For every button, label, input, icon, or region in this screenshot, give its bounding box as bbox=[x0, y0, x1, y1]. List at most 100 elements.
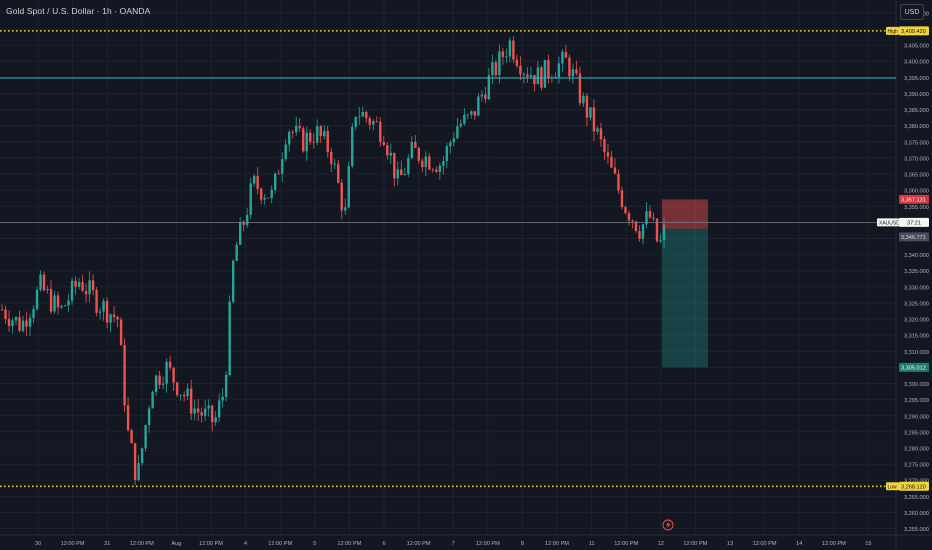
candle-body bbox=[361, 111, 364, 117]
candle-body bbox=[203, 408, 207, 416]
candle-body bbox=[512, 40, 515, 60]
candle-body bbox=[123, 345, 126, 406]
candle-body bbox=[613, 167, 617, 174]
candle-body bbox=[389, 152, 392, 156]
lightning-glyph bbox=[666, 521, 671, 529]
price-tick-label: 3,405.000 bbox=[904, 44, 929, 50]
candle-body bbox=[662, 224, 666, 241]
candle-body bbox=[596, 128, 599, 132]
price-tick-label: 3,295.000 bbox=[904, 398, 929, 404]
candle-body bbox=[295, 125, 298, 133]
candle-body bbox=[634, 221, 638, 232]
candle-body bbox=[249, 183, 252, 215]
price-tick-label: 3,400.000 bbox=[904, 60, 929, 66]
high-tag-bg bbox=[886, 26, 899, 35]
candle-body bbox=[347, 166, 350, 208]
time-tick-label: 31 bbox=[104, 541, 110, 547]
price-tick-label: 3,260.000 bbox=[904, 511, 929, 517]
candle-body bbox=[217, 400, 221, 418]
candle-body bbox=[119, 319, 123, 346]
time-tick-label: 8 bbox=[521, 541, 524, 547]
candle-body bbox=[456, 126, 459, 139]
candle-body bbox=[645, 211, 648, 225]
candle-body bbox=[379, 121, 382, 142]
candle-body bbox=[130, 430, 133, 444]
candle-body bbox=[95, 290, 98, 313]
candle-body bbox=[603, 139, 606, 153]
stop-zone bbox=[662, 199, 708, 229]
candle-body bbox=[333, 163, 336, 165]
candle-body bbox=[46, 288, 49, 291]
candle-body bbox=[655, 218, 659, 242]
candle-body bbox=[351, 126, 354, 167]
candle-body bbox=[627, 213, 631, 221]
price-tick-label: 3,380.000 bbox=[904, 124, 929, 130]
candle-body bbox=[641, 224, 645, 239]
candle-body bbox=[193, 408, 196, 414]
time-axis: 30 12:00 PM 31 12:00 PM Aug 12:00 PM 4 12:00 PM… bbox=[35, 541, 872, 547]
candle-body bbox=[175, 382, 179, 396]
candle-body bbox=[547, 60, 550, 78]
price-tick-label: 3,275.000 bbox=[904, 463, 929, 469]
candle-body bbox=[396, 169, 399, 179]
candle-body bbox=[435, 169, 438, 172]
candle-body bbox=[224, 375, 228, 397]
target-price-badge-bg bbox=[899, 362, 929, 372]
candle-body bbox=[631, 220, 634, 222]
candle-body bbox=[74, 280, 77, 287]
currency-button[interactable]: USD bbox=[900, 4, 924, 20]
candle-body bbox=[161, 383, 165, 385]
candle-body bbox=[473, 111, 477, 116]
target-price-badge-text: 3,305.012 bbox=[901, 366, 926, 372]
price-tick-label: 3,385.000 bbox=[904, 108, 929, 114]
price-tick-label: 3,255.000 bbox=[904, 527, 929, 533]
candle-body bbox=[358, 116, 361, 118]
candle-body bbox=[312, 141, 315, 143]
price-tick-label: 3,355.000 bbox=[904, 205, 929, 211]
candle-body bbox=[98, 311, 102, 313]
candle-body bbox=[354, 116, 357, 127]
candle-body bbox=[557, 63, 561, 78]
time-tick-label: 7 bbox=[452, 541, 455, 547]
candle-body bbox=[84, 290, 88, 295]
candle-body bbox=[589, 107, 592, 118]
candle-body bbox=[14, 317, 18, 321]
candle-body bbox=[529, 75, 533, 77]
candle-body bbox=[35, 289, 39, 310]
price-tick-label: 3,320.000 bbox=[904, 318, 929, 324]
candle-body bbox=[515, 59, 519, 66]
event-lightning-icon[interactable] bbox=[662, 519, 674, 531]
candle-body bbox=[316, 126, 319, 143]
candle-body bbox=[28, 317, 32, 327]
stop-price-badge-text: 3,357.131 bbox=[901, 198, 926, 204]
entry-price-badge-bg bbox=[899, 232, 929, 242]
target-price-badge: 3,305.012 bbox=[899, 362, 929, 372]
price-tick-label: 3,330.000 bbox=[904, 285, 929, 291]
time-tick-label: 12:00 PM bbox=[337, 541, 361, 547]
candle-body bbox=[638, 231, 641, 239]
low-tag: Low bbox=[886, 482, 899, 491]
entry-price-badge: 3,346.771 bbox=[899, 232, 929, 242]
candle-body bbox=[210, 405, 214, 423]
candle-body bbox=[267, 197, 270, 199]
candle-body bbox=[568, 57, 571, 77]
candle-body bbox=[564, 51, 568, 58]
candle-body bbox=[21, 320, 25, 331]
candle-body bbox=[140, 448, 144, 463]
candle-body bbox=[319, 126, 322, 137]
candle-body bbox=[235, 244, 238, 261]
candle-body bbox=[116, 316, 119, 320]
candle-body bbox=[407, 157, 410, 175]
symbol-tag-text: XAUUSD bbox=[879, 220, 900, 226]
price-tick-label: 3,390.000 bbox=[904, 92, 929, 98]
candle-body bbox=[610, 156, 613, 168]
candle-body bbox=[452, 138, 456, 143]
candle-body bbox=[179, 394, 182, 396]
candle-body bbox=[88, 280, 91, 295]
candle-body bbox=[571, 69, 575, 77]
candle-body bbox=[196, 408, 200, 413]
candle-body bbox=[189, 388, 193, 414]
candle-body bbox=[428, 156, 431, 170]
candle-body bbox=[599, 128, 603, 140]
